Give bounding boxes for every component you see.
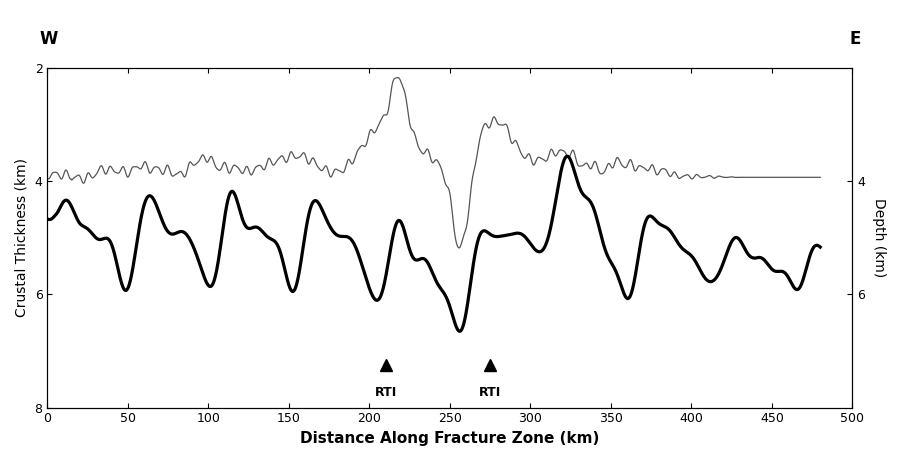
X-axis label: Distance Along Fracture Zone (km): Distance Along Fracture Zone (km) [300, 431, 599, 446]
Y-axis label: Depth (km): Depth (km) [872, 198, 886, 278]
Y-axis label: Crustal Thickness (km): Crustal Thickness (km) [15, 159, 29, 317]
Text: RTI: RTI [375, 386, 396, 399]
Text: W: W [40, 30, 58, 48]
Text: E: E [849, 30, 860, 48]
Text: RTI: RTI [479, 386, 501, 399]
